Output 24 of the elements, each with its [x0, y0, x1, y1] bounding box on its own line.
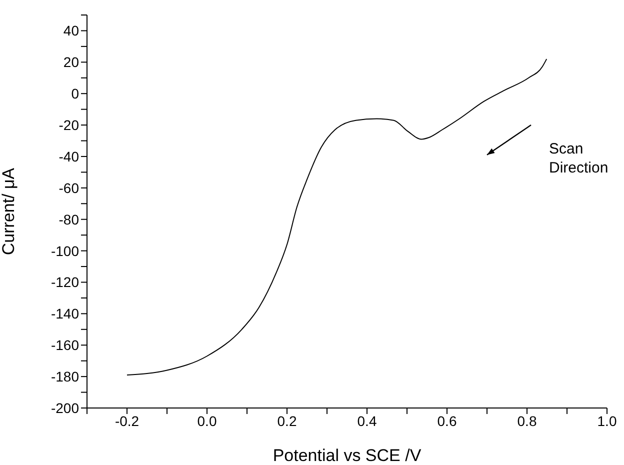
x-tick-label: -0.2 [114, 412, 140, 429]
y-axis-title: Current/ μA [0, 167, 18, 256]
y-tick-label: 40 [63, 22, 80, 39]
y-tick-label: 0 [71, 86, 80, 102]
y-tick-label: -120 [50, 274, 80, 290]
y-tick-label: -100 [50, 242, 80, 259]
y-tick-label: 20 [63, 54, 80, 70]
annotation: Scan Direction [549, 140, 608, 176]
y-tick-label: -200 [50, 400, 80, 416]
y-tick-label: -80 [58, 211, 80, 228]
x-tick-label: 1.0 [597, 412, 617, 429]
x-tick-label: 0.6 [437, 412, 457, 429]
x-tick-label: 0.2 [277, 412, 297, 429]
y-tick-label: -40 [58, 148, 80, 164]
x-tick-label: 0.4 [357, 412, 377, 429]
y-tick-label: -140 [50, 306, 80, 322]
y-tick-label: -180 [50, 368, 80, 385]
x-axis-title: Potential vs SCE /V [272, 446, 422, 465]
line-series [126, 58, 548, 376]
x-tick-label: 0.8 [517, 412, 537, 429]
y-tick-label: -60 [58, 180, 80, 196]
y-tick-label: -160 [50, 337, 80, 354]
x-tick-label: 0.0 [197, 412, 217, 429]
y-tick-label: -20 [58, 117, 80, 134]
